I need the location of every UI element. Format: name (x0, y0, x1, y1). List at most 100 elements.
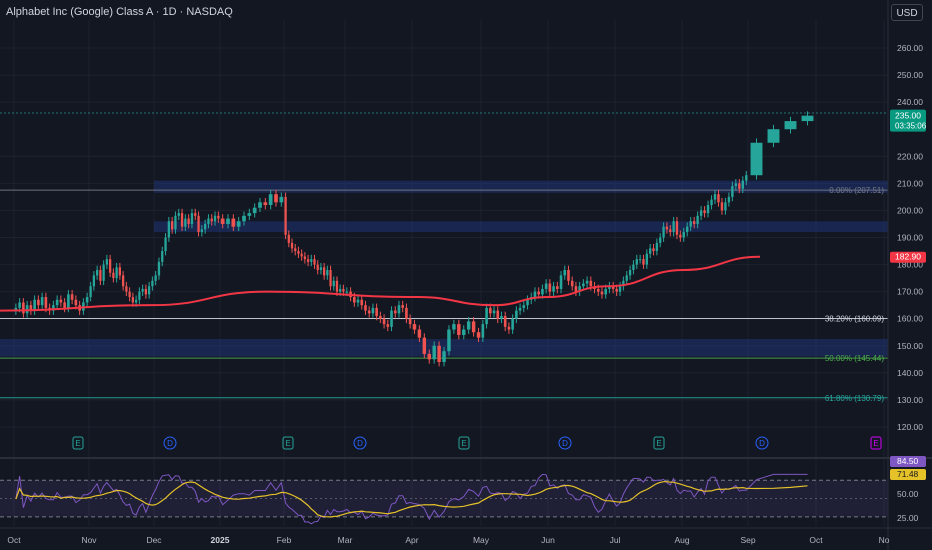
candle (118, 267, 122, 276)
candle (731, 186, 734, 197)
price-tick-label: 120.00 (897, 422, 923, 432)
candle (67, 294, 70, 308)
earnings-marker[interactable] (72, 436, 84, 450)
x-tick-label: Jun (541, 535, 555, 545)
event-marker-label: E (75, 439, 80, 448)
price-tick-label: 150.00 (897, 341, 923, 351)
countdown-label: 03:35:06 (895, 122, 927, 131)
candle (319, 267, 323, 270)
x-tick-label: Aug (674, 535, 689, 545)
currency-button[interactable]: USD (891, 4, 923, 21)
candle (247, 213, 252, 216)
candle (522, 305, 526, 308)
price-tick-label: 160.00 (897, 314, 923, 324)
x-tick-label: Sep (740, 535, 755, 545)
candle (570, 280, 574, 287)
candle (220, 218, 225, 224)
candle (207, 218, 210, 224)
event-marker-label: D (562, 439, 568, 448)
candle (679, 234, 682, 238)
candle (236, 221, 241, 227)
candle (578, 286, 581, 292)
earnings-marker[interactable] (870, 436, 882, 450)
dividend-marker[interactable] (558, 436, 572, 450)
candle (63, 302, 66, 308)
rsi-value-label: 84.50 (897, 456, 919, 466)
candle (563, 269, 567, 276)
candle (18, 302, 21, 308)
candle (503, 316, 507, 327)
x-tick-label: Jul (610, 535, 621, 545)
event-marker-label: D (357, 439, 363, 448)
candle (70, 294, 74, 300)
x-tick-label: Oct (7, 535, 21, 545)
candle (662, 226, 665, 238)
candle (574, 286, 578, 292)
candle (22, 302, 25, 314)
candle (559, 275, 563, 289)
candle (481, 324, 485, 338)
candle (184, 218, 187, 227)
event-marker-label: E (873, 439, 878, 448)
candle (604, 288, 607, 295)
candle (437, 345, 441, 363)
price-tick-label: 240.00 (897, 97, 923, 107)
candle (297, 251, 300, 254)
candle (44, 297, 48, 308)
candle (14, 307, 18, 311)
candle (442, 351, 446, 363)
candle (131, 297, 135, 303)
event-marker-label: D (759, 439, 765, 448)
level-label: 0.00% (207.51) (829, 186, 884, 195)
x-tick-label: Oct (809, 535, 823, 545)
candle (457, 324, 461, 335)
candle (492, 310, 496, 314)
candle (659, 237, 662, 243)
candle (596, 288, 600, 292)
rsi-line (15, 473, 808, 525)
candle (180, 213, 184, 227)
candle (151, 280, 154, 287)
candle (552, 286, 555, 292)
candle (452, 324, 456, 330)
candle (300, 253, 303, 257)
candle (252, 207, 257, 214)
candle (55, 299, 59, 306)
candle (408, 318, 412, 325)
candle (556, 286, 559, 289)
candle (161, 251, 164, 262)
candle (115, 267, 118, 279)
candle (745, 175, 748, 181)
x-tick-label: Nov (81, 535, 97, 545)
candle (303, 256, 306, 260)
earnings-marker[interactable] (282, 436, 294, 450)
candle (476, 332, 481, 338)
candle (125, 286, 128, 292)
rsi-tick-label: 50.00 (897, 489, 919, 499)
candle (242, 215, 246, 222)
dividend-marker[interactable] (163, 436, 177, 450)
candle (284, 196, 287, 235)
candle (128, 291, 131, 298)
candle (85, 297, 89, 303)
dividend-marker[interactable] (353, 436, 367, 450)
price-tick-label: 190.00 (897, 233, 923, 243)
dividend-marker[interactable] (755, 436, 769, 450)
candle (194, 213, 197, 216)
ma-price-label: 182.90 (895, 252, 921, 262)
supply-zone (154, 180, 888, 193)
candle (727, 196, 731, 203)
candle (382, 318, 386, 325)
price-tick-label: 260.00 (897, 43, 923, 53)
candle (200, 229, 204, 233)
candle (174, 215, 177, 230)
candle (332, 280, 335, 287)
earnings-marker[interactable] (653, 436, 665, 450)
earnings-marker[interactable] (458, 436, 470, 450)
candle (345, 291, 349, 293)
rsi-ma-badge (890, 469, 926, 480)
candle (263, 202, 268, 206)
candle (164, 237, 167, 252)
candle (622, 280, 625, 287)
